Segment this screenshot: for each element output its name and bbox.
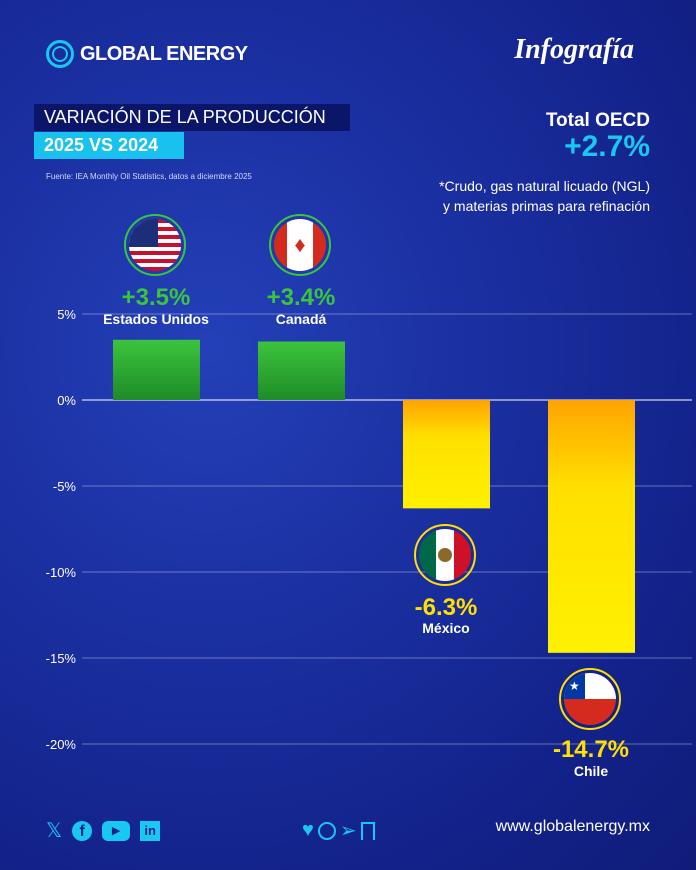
flag-chile-icon: ★ [559,668,621,730]
brand-name: GLOBAL ENERGY [80,42,248,65]
website-link[interactable]: www.globalenergy.mx [495,818,650,835]
bookmark-icon[interactable] [360,821,375,840]
flag-mexico-icon [414,524,476,586]
post-actions: ♥ ➢ [302,818,375,843]
globe-icon [46,40,74,68]
bar-chile [548,400,635,653]
category-label-canada: Canadá [275,311,327,327]
comment-icon[interactable] [317,821,336,840]
footnote-line2: y materias primas para refinación [443,198,650,214]
facebook-icon[interactable]: f [72,820,93,841]
value-label-mexico: -6.3% [414,594,478,621]
title-line2: 2025 VS 2024 [34,132,184,159]
social-links: 𝕏 f ▶ in [46,818,161,843]
linkedin-icon[interactable]: in [140,820,161,841]
footnote: *Crudo, gas natural licuado (NGL) y mater… [439,176,650,216]
category-label-chile: Chile [573,763,609,779]
y-tick-label: 5% [57,307,76,322]
bar-estados-unidos [113,339,200,400]
brand-logo: GLOBAL ENERGY [46,40,248,68]
value-label-canada: +3.4% [266,284,336,311]
y-tick-label: -5% [53,479,77,494]
bar-canadá [258,341,345,400]
x-icon[interactable]: 𝕏 [46,820,63,842]
flag-canada-icon: ♦ [269,214,331,276]
total-value: +2.7% [564,130,650,163]
y-tick-label: -15% [46,651,77,666]
total-label: Total OECD [545,110,650,131]
title-line1: VARIACIÓN DE LA PRODUCCIÓN [34,104,350,131]
infografia-tag: Infografía [514,34,634,65]
category-label-usa: Estados Unidos [103,311,209,327]
youtube-icon[interactable]: ▶ [102,820,131,841]
y-tick-label: -20% [46,737,77,752]
value-label-usa: +3.5% [121,284,191,311]
heart-icon[interactable]: ♥ [302,819,314,841]
y-tick-label: -10% [46,565,77,580]
bar-méxico [403,400,490,509]
footnote-line1: *Crudo, gas natural licuado (NGL) [439,178,650,194]
category-label-mexico: México [422,620,470,636]
value-label-chile: -14.7% [552,736,630,763]
flag-usa-icon [124,214,186,276]
source-text: Fuente: IEA Monthly Oil Statistics, dato… [46,172,252,181]
send-icon[interactable]: ➢ [339,820,357,842]
y-tick-label: 0% [57,393,76,408]
